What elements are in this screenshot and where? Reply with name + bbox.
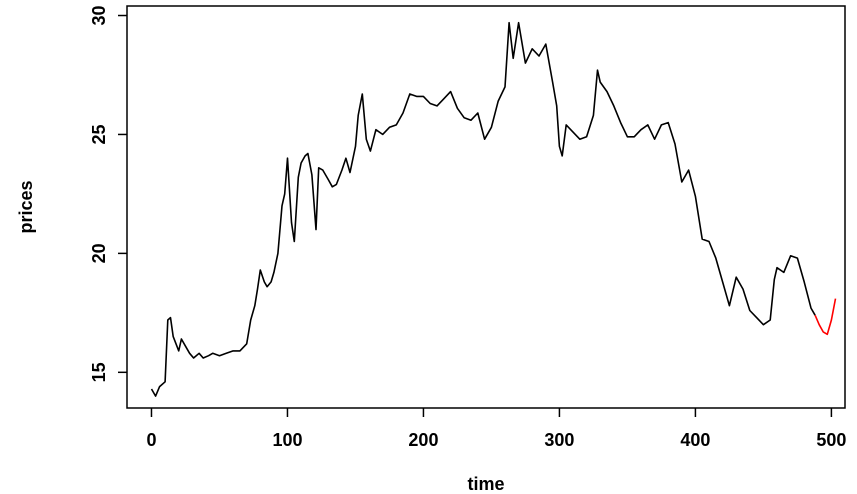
y-tick-label-3: 30: [89, 5, 109, 25]
x-axis-title: time: [467, 474, 504, 494]
x-axis: 0 100 200 300 400 500: [146, 408, 846, 450]
series-line-0: [150, 21, 816, 397]
x-tick-label-3: 300: [544, 430, 574, 450]
y-tick-label-2: 25: [89, 124, 109, 144]
y-axis: 15 20 25 30: [89, 5, 127, 382]
y-axis-title: prices: [16, 180, 36, 233]
x-tick-label-5: 500: [816, 430, 846, 450]
plot-frame: [126, 5, 846, 409]
x-tick-label-2: 200: [408, 430, 438, 450]
x-tick-label-4: 400: [680, 430, 710, 450]
series-layer: [150, 21, 837, 397]
y-tick-label-0: 15: [89, 362, 109, 382]
x-tick-label-1: 100: [272, 430, 302, 450]
series-line-1: [814, 298, 837, 336]
x-tick-label-0: 0: [146, 430, 156, 450]
y-tick-label-1: 20: [89, 243, 109, 263]
